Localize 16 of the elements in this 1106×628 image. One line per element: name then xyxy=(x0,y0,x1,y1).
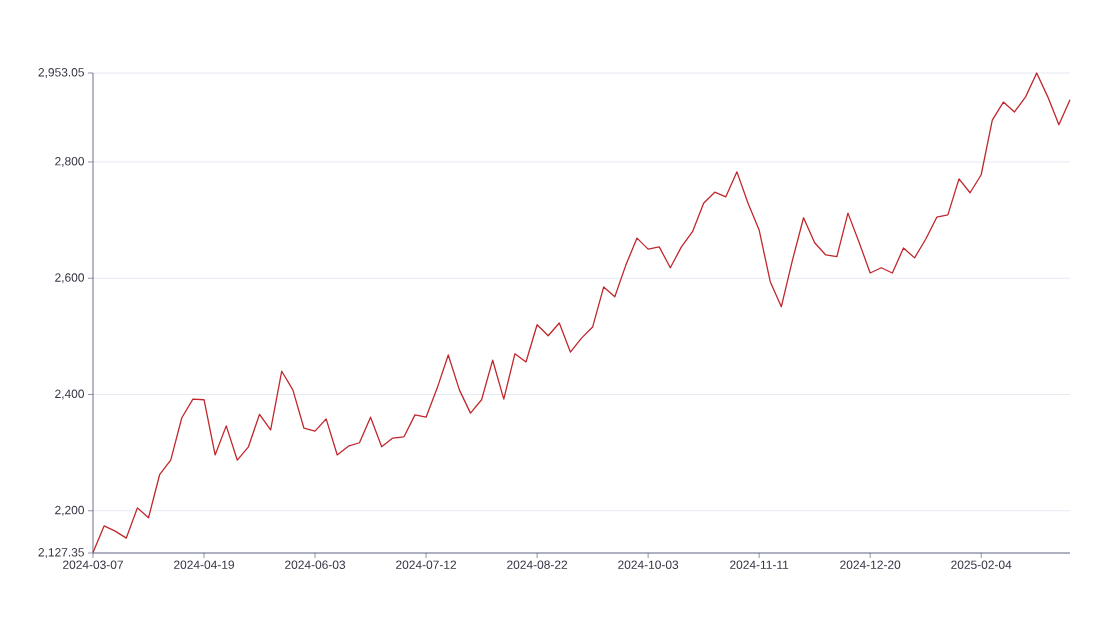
y-tick-label: 2,127.35 xyxy=(38,548,84,558)
y-tick-label: 2,800 xyxy=(55,157,85,167)
x-tick-label: 2024-07-12 xyxy=(396,560,457,569)
x-tick-label: 2024-04-19 xyxy=(174,560,235,569)
y-tick-label: 2,400 xyxy=(55,389,85,400)
x-tick-label: 2025-02-04 xyxy=(951,560,1012,569)
x-tick-label: 2024-11-11 xyxy=(730,560,789,569)
x-tick-label: 2024-12-20 xyxy=(840,560,901,569)
y-tick-label: 2,600 xyxy=(55,273,85,284)
x-tick-label: 2024-03-07 xyxy=(63,560,123,569)
x-tick-label: 2024-06-03 xyxy=(285,560,346,569)
y-tick-label: 2,200 xyxy=(55,505,85,516)
x-tick-label: 2024-08-22 xyxy=(507,560,568,569)
x-tick-label: 2024-10-03 xyxy=(618,560,679,569)
y-tick-label: 2,953.05 xyxy=(38,68,84,78)
line-series xyxy=(92,72,1071,554)
